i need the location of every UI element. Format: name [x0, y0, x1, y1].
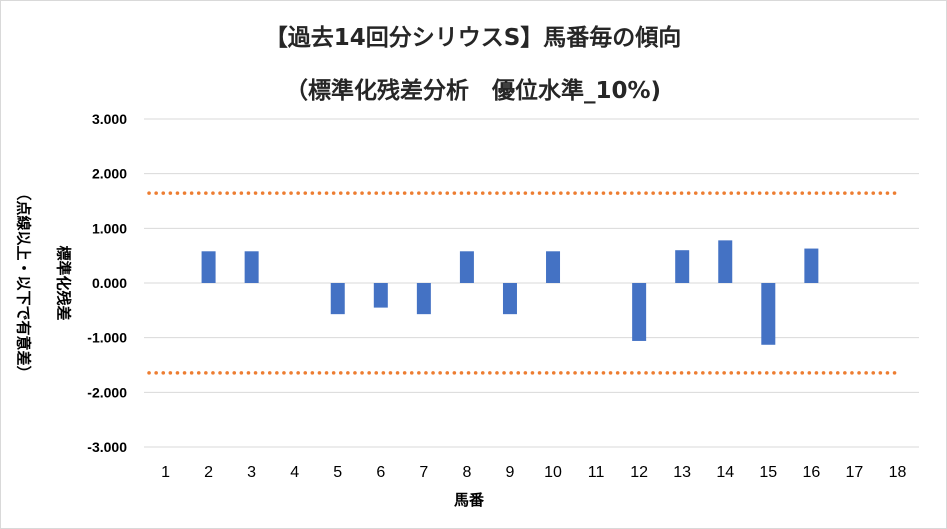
x-tick-label: 3: [247, 464, 256, 481]
x-tick-label: 9: [506, 464, 515, 481]
bar-12: [632, 283, 647, 341]
y-axis-title-line1: 標準化残差: [55, 245, 73, 320]
gridlines: [144, 118, 919, 448]
bar-13: [675, 250, 690, 283]
threshold-lines: [147, 191, 903, 375]
x-tick-label: 16: [802, 464, 820, 481]
bar-15: [761, 283, 776, 345]
x-tick-label: 5: [333, 464, 342, 481]
chart-title-line1: 【過去14回分シリウスS】馬番毎の傾向: [265, 24, 682, 51]
bar-9: [502, 283, 517, 315]
x-tick-label: 12: [630, 464, 648, 481]
bar-10: [546, 251, 561, 283]
x-tick-label: 15: [759, 464, 777, 481]
bar-6: [373, 283, 388, 308]
x-tick-label: 17: [846, 464, 864, 481]
bars: [201, 240, 819, 345]
bar-2: [201, 251, 216, 283]
x-tick-label: 14: [716, 464, 734, 481]
bar-8: [459, 251, 474, 283]
x-tick-label: 10: [544, 464, 562, 481]
y-tick-label: 3.000: [92, 111, 127, 127]
x-axis-ticks: 1 2 3 4 5 6 7 8 9 10 11 12 13 14 15 16 17 18: [161, 464, 906, 481]
y-tick-label: -3.000: [87, 439, 127, 455]
bar-14: [718, 240, 733, 283]
x-tick-label: 11: [588, 464, 605, 481]
x-tick-label: 18: [889, 464, 907, 481]
y-tick-label: 0.000: [92, 275, 127, 291]
x-tick-label: 8: [462, 464, 471, 481]
bar-7: [416, 283, 431, 315]
x-tick-label: 13: [673, 464, 691, 481]
bar-5: [330, 283, 345, 315]
x-tick-label: 1: [161, 464, 170, 481]
chart-title-line2: （標準化残差分析 優位水準_10%): [285, 77, 661, 104]
x-axis-title: 馬番: [454, 491, 485, 509]
y-tick-label: 2.000: [92, 166, 127, 182]
x-tick-label: 6: [376, 464, 385, 481]
x-tick-label: 7: [419, 464, 428, 481]
x-tick-label: 4: [290, 464, 299, 481]
bar-16: [804, 248, 819, 283]
bar-3: [244, 251, 259, 283]
y-tick-label: -1.000: [87, 330, 127, 346]
y-axis-ticks: 3.000 2.000 1.000 0.000 -1.000 -2.000 -3.000: [87, 111, 127, 455]
y-tick-label: -2.000: [87, 384, 127, 400]
x-tick-label: 2: [204, 464, 213, 481]
y-axis-title-line2: （点線以上・以下で有意差）: [15, 185, 33, 380]
y-tick-label: 1.000: [92, 220, 127, 236]
